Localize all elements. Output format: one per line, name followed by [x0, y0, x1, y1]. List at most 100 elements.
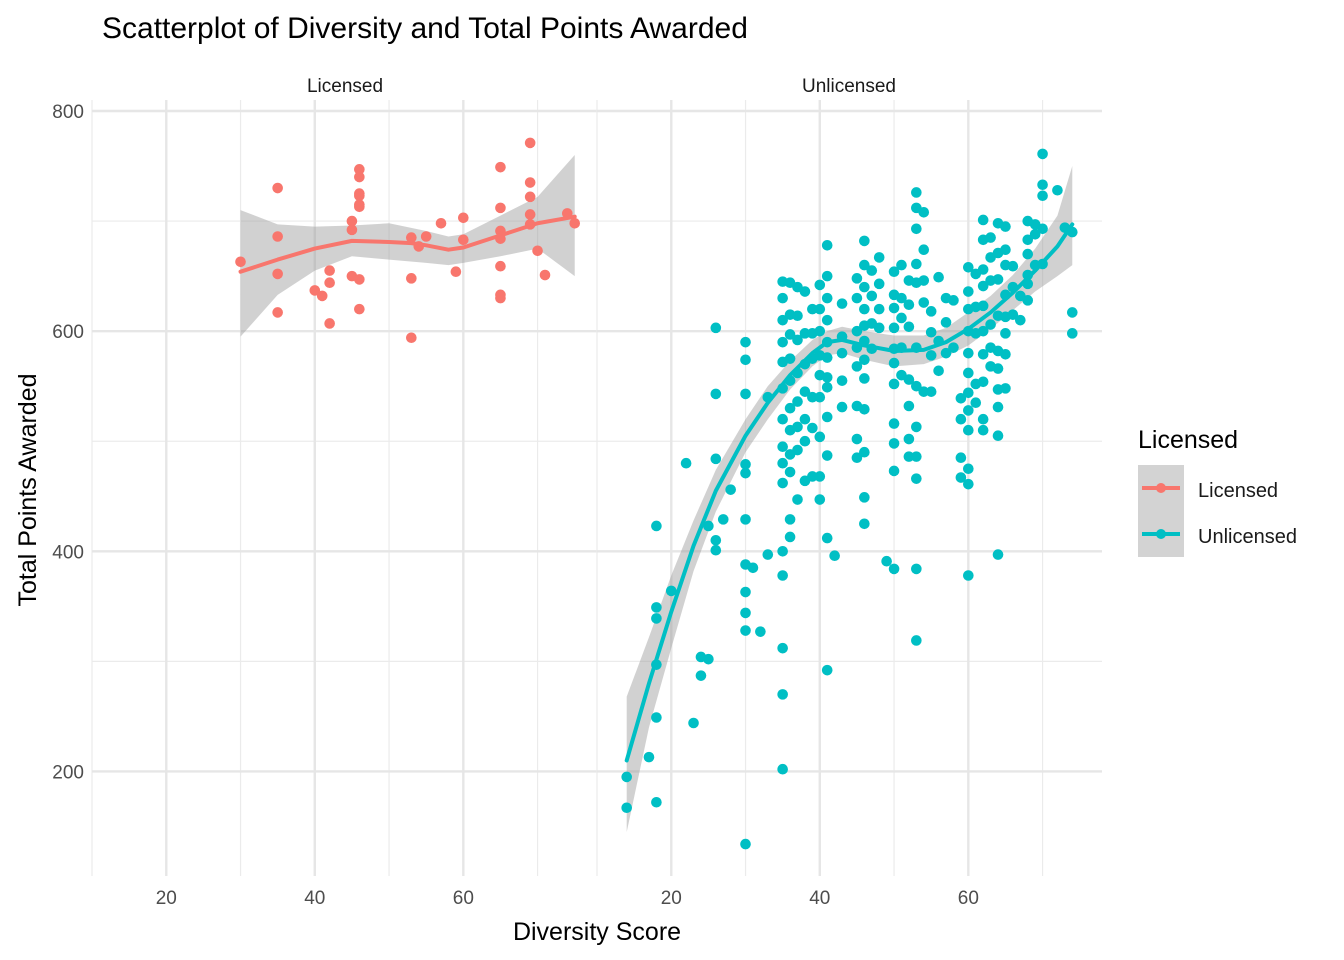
- data-point: [873, 252, 885, 263]
- data-point: [911, 187, 922, 198]
- confidence-band: [240, 155, 575, 337]
- data-point: [740, 586, 751, 598]
- data-point: [888, 418, 900, 429]
- data-point: [918, 297, 930, 308]
- data-point: [925, 386, 937, 397]
- data-point: [450, 266, 462, 278]
- smooth-line: [238, 214, 577, 274]
- data-point: [911, 223, 922, 235]
- data-point: [873, 303, 885, 315]
- data-point: [955, 413, 967, 425]
- data-point: [851, 273, 863, 284]
- x-tick-label: 40: [304, 888, 325, 909]
- data-point: [710, 388, 722, 400]
- data-point: [859, 259, 870, 271]
- data-point: [859, 303, 870, 315]
- data-point: [1000, 328, 1011, 339]
- data-point: [851, 292, 863, 304]
- data-point: [740, 336, 751, 348]
- data-point: [992, 363, 1004, 374]
- data-point: [963, 570, 974, 581]
- data-point: [933, 271, 944, 283]
- data-point: [992, 549, 1004, 560]
- data-point: [977, 348, 989, 360]
- data-point: [1000, 221, 1011, 232]
- data-point: [777, 545, 788, 557]
- data-point: [524, 209, 536, 220]
- data-point: [688, 717, 699, 729]
- data-point: [963, 347, 974, 359]
- data-point: [710, 534, 722, 546]
- data-point: [821, 239, 833, 251]
- data-point: [851, 361, 863, 372]
- data-point: [925, 306, 937, 317]
- data-point: [896, 292, 907, 304]
- data-point: [1066, 307, 1078, 318]
- panel-licensed: 20 40 60: [91, 100, 597, 909]
- smooth-line: [624, 222, 1075, 763]
- data-point: [324, 318, 335, 329]
- legend-dot-licensed: [1156, 483, 1166, 493]
- legend-entry-unlicensed: Unlicensed: [1198, 526, 1297, 548]
- data-point: [814, 431, 826, 443]
- data-point: [911, 421, 922, 433]
- data-point: [792, 494, 803, 505]
- y-tick-label: 600: [52, 322, 84, 343]
- data-point: [903, 321, 915, 333]
- data-point: [458, 234, 469, 246]
- data-point: [821, 450, 833, 461]
- data-point: [495, 260, 506, 272]
- data-point: [977, 214, 989, 226]
- facet-label-licensed: Licensed: [307, 76, 383, 97]
- data-point: [495, 202, 506, 214]
- data-point: [963, 262, 974, 273]
- data-point: [814, 391, 826, 403]
- data-point: [420, 231, 432, 242]
- data-point: [643, 751, 655, 763]
- legend: Licensed Licensed Unlicensed: [1138, 426, 1297, 557]
- data-point: [814, 471, 826, 482]
- data-point: [784, 353, 796, 364]
- data-point: [814, 279, 826, 291]
- data-point: [1022, 295, 1034, 306]
- data-point: [807, 471, 818, 482]
- data-point: [777, 689, 788, 700]
- data-point: [777, 457, 788, 469]
- chart-title: Scatterplot of Diversity and Total Point…: [102, 12, 748, 45]
- data-point: [621, 771, 633, 783]
- data-point: [569, 217, 581, 229]
- data-point: [821, 292, 833, 304]
- data-point: [977, 325, 989, 337]
- data-point: [651, 796, 662, 808]
- data-point: [911, 563, 922, 575]
- data-point: [836, 401, 848, 413]
- data-point: [963, 405, 974, 416]
- data-point: [665, 585, 677, 597]
- data-point: [903, 400, 915, 412]
- x-tick-label: 40: [809, 888, 830, 909]
- data-point: [821, 664, 833, 676]
- data-point: [272, 268, 283, 280]
- y-tick-label: 800: [52, 102, 84, 123]
- x-tick-label: 20: [661, 888, 682, 909]
- data-point: [1000, 383, 1011, 394]
- data-point: [740, 838, 751, 850]
- data-point: [651, 613, 662, 624]
- data-point: [918, 275, 930, 286]
- y-axis: 200 400 600 800: [52, 102, 84, 783]
- data-point: [354, 171, 365, 183]
- data-point: [888, 302, 900, 314]
- data-point: [992, 401, 1004, 413]
- legend-entry-licensed: Licensed: [1198, 480, 1278, 502]
- data-point: [918, 206, 930, 218]
- data-point: [866, 290, 878, 302]
- data-point: [354, 303, 365, 315]
- data-point: [621, 802, 633, 814]
- data-point: [272, 307, 283, 318]
- x-tick-label: 60: [958, 888, 979, 909]
- data-point: [821, 411, 833, 423]
- data-point: [777, 292, 788, 304]
- data-point: [859, 373, 870, 384]
- data-point: [851, 325, 863, 337]
- data-point: [814, 303, 826, 315]
